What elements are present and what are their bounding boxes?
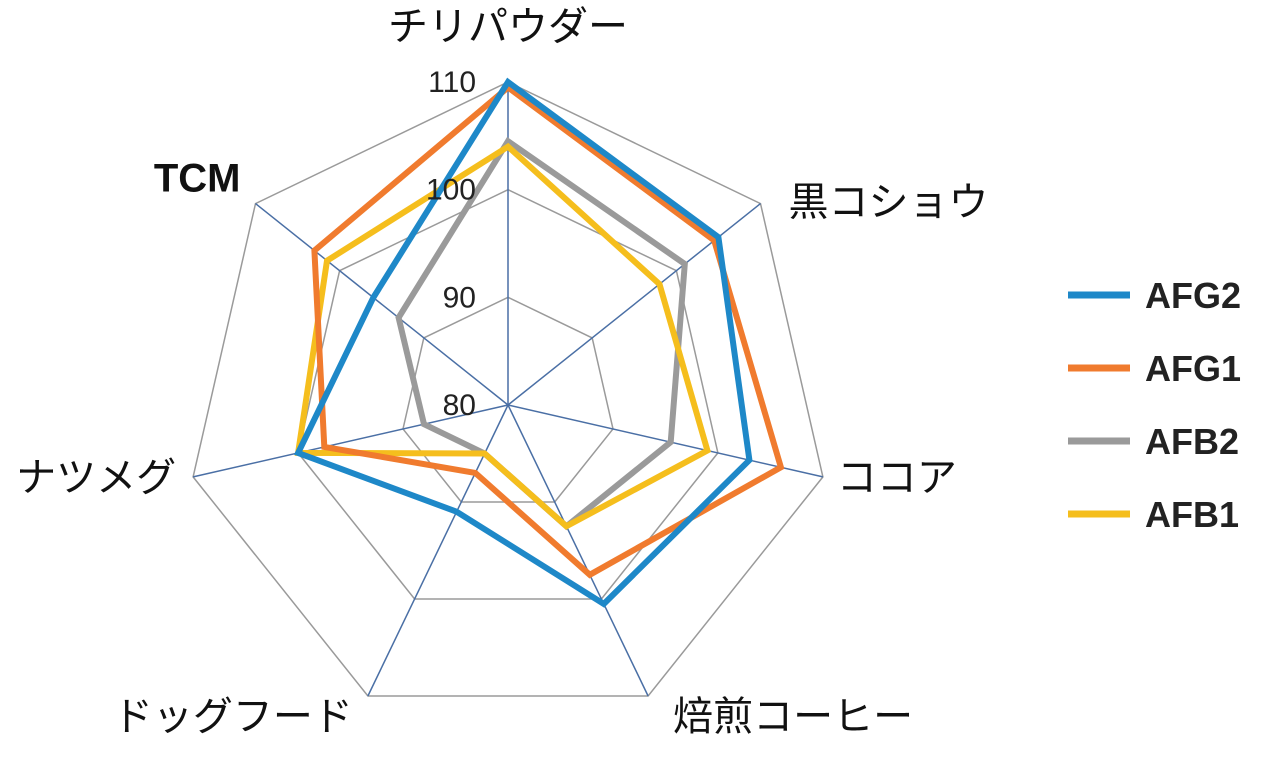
legend: AFG2 AFG1 AFB2 AFB1	[1068, 275, 1241, 535]
spoke-2	[507, 404, 824, 478]
series-afg2-line	[293, 77, 753, 608]
category-label-3: 焙煎コーヒー	[673, 694, 913, 740]
spoke-1	[507, 203, 761, 406]
category-label-4: ドッグフード	[113, 694, 353, 740]
spoke-4	[367, 404, 509, 697]
tick-label-80: 80	[443, 389, 476, 422]
legend-label-afb1: AFB1	[1145, 494, 1239, 535]
tick-label-100: 100	[426, 174, 476, 207]
radar-series	[293, 77, 785, 608]
category-label-6: TCM	[154, 157, 241, 201]
legend-label-afb2: AFB2	[1145, 421, 1239, 462]
category-label-0: チリパウダー	[388, 4, 628, 50]
category-label-2: ココア	[837, 455, 957, 501]
legend-label-afg2: AFG2	[1145, 275, 1241, 316]
legend-label-afg1: AFG1	[1145, 348, 1241, 389]
tick-label-110: 110	[428, 66, 476, 99]
spoke-6	[255, 203, 509, 406]
grid-ring-110	[192, 81, 824, 697]
tick-label-90: 90	[443, 281, 476, 314]
series-afb1-line	[294, 142, 711, 530]
radial-tick-labels: 80 90 100 110	[426, 66, 476, 422]
spoke-5	[192, 404, 509, 478]
radar-grid	[192, 81, 824, 697]
category-label-1: 黒コショウ	[789, 180, 989, 226]
spoke-3	[507, 404, 649, 697]
category-label-5: ナツメグ	[16, 455, 176, 501]
